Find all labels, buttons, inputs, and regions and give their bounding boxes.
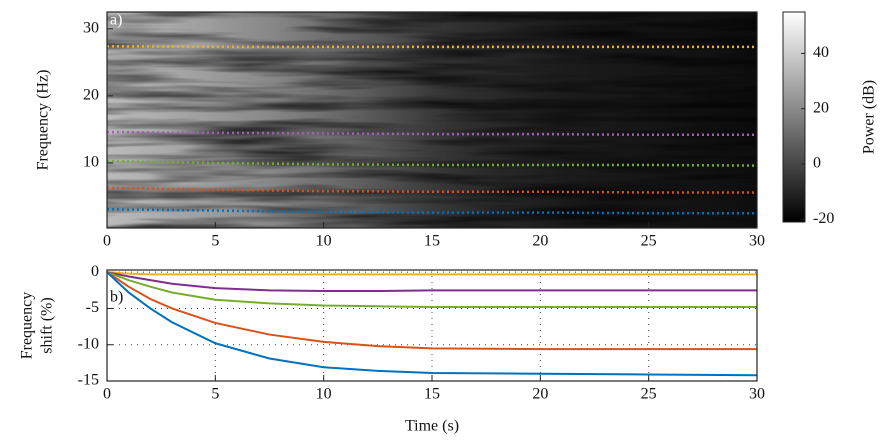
axes-box [106,269,758,382]
panel-label: b) [110,289,123,306]
colorbar-tick-label: 0 [813,155,821,172]
x-axis-label: Time (s) [405,418,459,435]
x-tick-label: 10 [316,386,332,403]
spectrogram [107,12,757,228]
y-tick-label: 0 [91,263,99,280]
axes-box [106,11,758,229]
y-axis-label: Frequency [19,292,36,360]
y-axis-label: Frequency (Hz) [35,70,52,171]
series-line [106,271,757,276]
y-tick-label: -10 [78,335,99,352]
y-tick-label: -5 [86,299,99,316]
y-tick-label: -15 [78,372,99,389]
x-tick-label: 25 [641,233,657,250]
x-tick-label: 15 [424,386,440,403]
colorbar-tick-label: 20 [813,99,829,116]
series-line [106,207,757,215]
x-tick-label: 5 [211,386,219,403]
series-line [106,271,758,377]
colorbar-label: Power (dB) [861,80,878,154]
series-line [106,271,757,351]
x-tick-label: 20 [532,233,548,250]
colorbar-tick-label: -20 [813,210,834,227]
series-line [106,271,757,293]
x-tick-label: 10 [316,233,332,250]
colorbar [782,11,806,223]
x-tick-label: 15 [424,233,440,250]
series-line [106,130,757,137]
x-tick-label: 30 [749,386,765,403]
series-line [106,159,758,167]
y-tick-label: 20 [83,87,99,104]
x-tick-label: 0 [103,386,111,403]
y-tick-label: 30 [83,19,99,36]
panel-label: a) [110,12,122,29]
x-tick-label: 5 [211,233,219,250]
x-tick-label: 0 [103,233,111,250]
x-tick-label: 30 [749,233,765,250]
x-tick-label: 25 [641,386,657,403]
series-line [106,271,757,308]
colorbar-tick-label: 40 [813,44,829,61]
series-line [106,44,757,49]
x-tick-label: 20 [532,386,548,403]
y-tick-label: 10 [83,154,99,171]
series-line [106,186,757,194]
y-axis-label: shift (%) [39,297,56,353]
